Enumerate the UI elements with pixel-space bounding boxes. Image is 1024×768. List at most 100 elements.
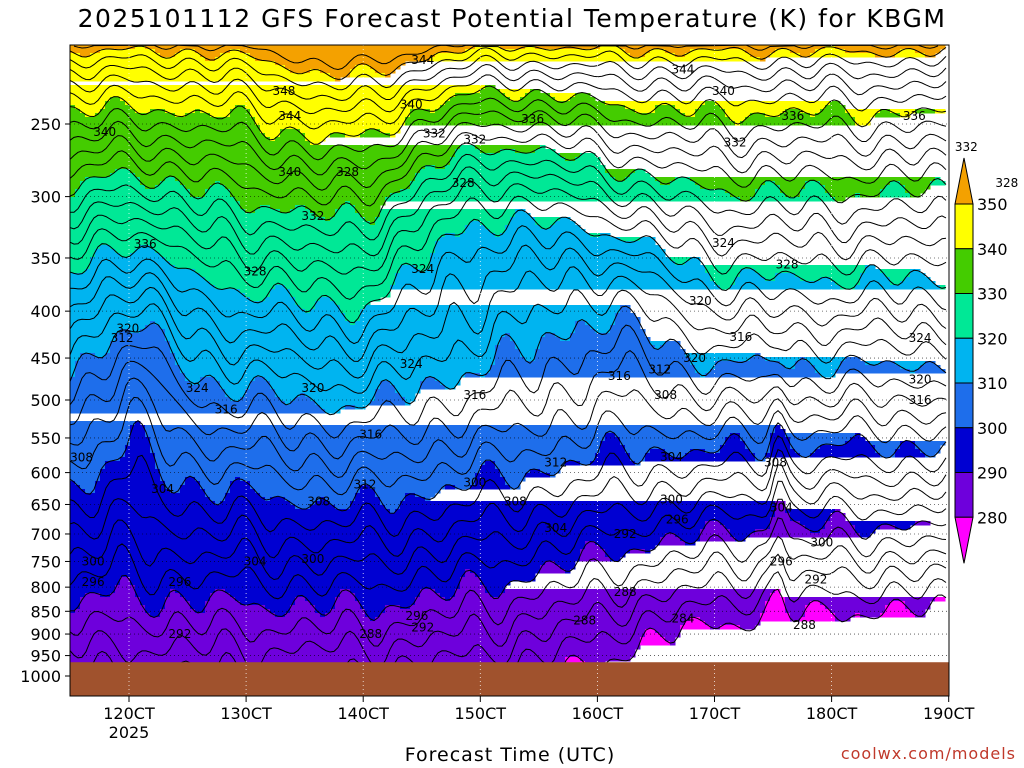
contour-band [435, 109, 636, 114]
contour-band [90, 257, 166, 262]
contour-band [210, 593, 231, 598]
contour-band [255, 377, 266, 382]
contour-band [685, 621, 706, 626]
contour-band [555, 221, 576, 226]
contour-band [70, 181, 81, 186]
contour-band [140, 181, 161, 186]
contour-band [315, 301, 336, 306]
contour-band [375, 69, 396, 74]
contour-band [415, 173, 611, 178]
contour-band [600, 45, 621, 50]
contour-band [785, 597, 936, 602]
contour-band [815, 49, 846, 54]
contour-band [320, 497, 326, 502]
contour-band [615, 177, 626, 182]
contour-band [145, 425, 776, 430]
contour-band [95, 249, 116, 254]
contour-band [350, 321, 356, 326]
contour-band [170, 345, 496, 350]
contour-label: 316 [909, 393, 932, 407]
contour-band [230, 593, 341, 598]
contour-band [665, 341, 681, 346]
contour-band [165, 333, 506, 338]
contour-band [180, 365, 491, 370]
contour-label: 300 [82, 554, 105, 568]
contour-band [245, 389, 276, 394]
contour-band [70, 109, 81, 114]
contour-band [375, 493, 406, 498]
contour-band [695, 181, 766, 186]
contour-band [315, 401, 371, 406]
contour-band [610, 329, 646, 334]
x-tick-label: 140CT [337, 704, 389, 723]
contour-band [110, 173, 136, 178]
contour-band [145, 609, 161, 614]
contour-band [645, 629, 656, 634]
y-axis: 250 300 350 400 450 500 550 600 650 700 750 800 850 9… [20, 115, 70, 686]
contour-band [725, 113, 751, 118]
contour-band [600, 445, 626, 450]
contour-line [70, 74, 947, 130]
contour-label: 304 [544, 521, 567, 535]
contour-band [450, 161, 601, 166]
contour-band [700, 185, 761, 190]
contour-band [70, 233, 446, 238]
colorbar-tick-label: 350 [977, 195, 1008, 214]
contour-band [80, 181, 141, 186]
contour-band [95, 485, 166, 490]
contour-band [580, 461, 591, 466]
contour-band [330, 297, 381, 302]
contour-band [705, 265, 866, 270]
contour-band [565, 657, 581, 662]
contour-band [645, 633, 661, 638]
x-year-label: 2025 [109, 723, 150, 742]
contour-band [285, 401, 291, 406]
contour-band [165, 177, 176, 182]
contour-band [625, 177, 656, 182]
contour-band [350, 201, 386, 206]
contour-line [70, 85, 947, 145]
contour-band [70, 649, 636, 654]
contour-band [885, 605, 906, 610]
contour-band [280, 209, 291, 214]
contour-band [200, 381, 221, 386]
contour-band [165, 601, 191, 606]
contour-band [710, 277, 736, 282]
contour-band [255, 117, 406, 122]
contour-band [450, 157, 566, 162]
contour-band [70, 209, 246, 214]
contour-band [765, 113, 781, 118]
contour-band [105, 461, 156, 466]
y-tick-label: 650 [30, 495, 61, 514]
contour-band [555, 97, 571, 102]
contour-line [70, 225, 947, 345]
colorbar-swatch [954, 293, 974, 339]
contour-band [240, 289, 271, 294]
contour-band [785, 109, 801, 114]
contour-band [900, 441, 916, 446]
credit-link[interactable]: coolwx.com/models [840, 744, 1016, 763]
contour-band [355, 493, 376, 498]
contour-band [95, 481, 166, 486]
contour-band [620, 309, 631, 314]
contour-band [260, 205, 271, 210]
contour-band [500, 337, 511, 342]
contour-band [70, 277, 206, 282]
contour-band [660, 633, 681, 638]
colorbar-tick-label: 340 [977, 240, 1008, 259]
contour-band [140, 597, 166, 602]
contour-band [460, 585, 486, 590]
contour-label: 324 [400, 357, 423, 371]
contour-label: 292 [168, 627, 191, 641]
contour-band [70, 617, 371, 622]
contour-label: 312 [544, 456, 567, 470]
contour-band [190, 601, 206, 606]
contour-band [70, 49, 101, 54]
contour-band [480, 577, 536, 582]
contour-band [620, 305, 631, 310]
contour-band [495, 461, 566, 466]
contour-band [570, 97, 596, 102]
contour-band [505, 477, 526, 482]
contour-band [415, 265, 431, 270]
contour-band [760, 613, 791, 618]
